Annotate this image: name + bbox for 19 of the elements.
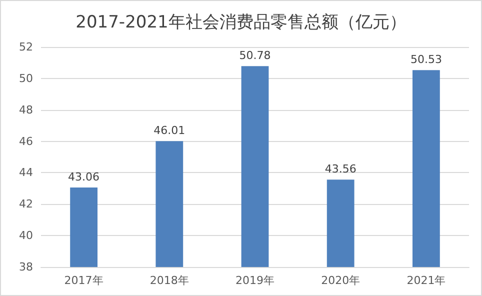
y-tick-label: 50 <box>19 72 33 85</box>
y-tick-label: 38 <box>19 260 33 274</box>
y-tick-label: 44 <box>19 166 33 180</box>
x-tick-label: 2017年 <box>64 274 104 287</box>
x-tick-label: 2021年 <box>406 274 446 287</box>
data-label: 46.01 <box>154 124 186 138</box>
chart-title: 2017-2021年社会消费品零售总额（亿元） <box>76 12 406 32</box>
y-tick-label: 52 <box>19 40 33 54</box>
x-tick-label: 2020年 <box>321 274 360 287</box>
y-tick-label: 42 <box>19 198 33 211</box>
data-label: 50.78 <box>239 49 271 62</box>
data-label: 43.56 <box>324 162 356 176</box>
data-label: 43.06 <box>68 170 100 184</box>
data-label: 50.53 <box>410 53 442 66</box>
x-tick-label: 2018年 <box>150 274 189 287</box>
x-tick-label: 2019年 <box>236 274 274 287</box>
y-tick-label: 48 <box>19 103 33 116</box>
y-tick-label: 40 <box>19 229 33 242</box>
y-tick-label: 46 <box>19 134 33 148</box>
